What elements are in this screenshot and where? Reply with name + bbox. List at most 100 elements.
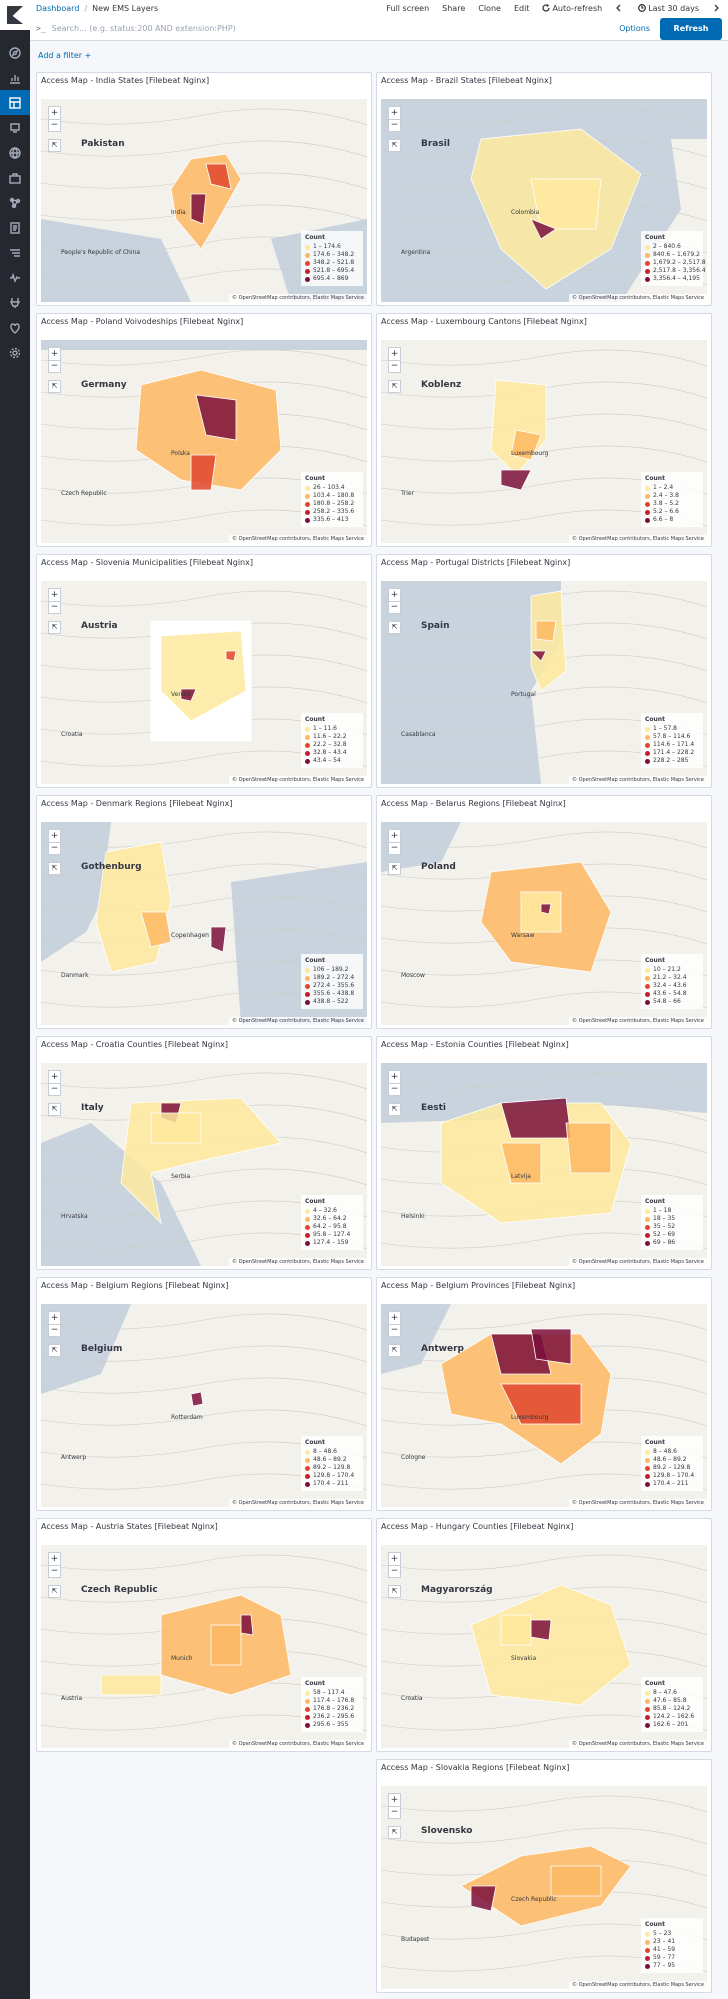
refresh-button[interactable]: Refresh [660,17,722,40]
map-attribution[interactable]: © OpenStreetMap contributors, Elastic Ma… [229,1258,367,1266]
nav-management[interactable] [0,340,30,365]
breadcrumb-dashboard[interactable]: Dashboard [36,4,80,13]
zoom-out-button[interactable]: − [48,360,61,373]
zoom-out-button[interactable]: − [388,601,401,614]
nav-dev-tools[interactable] [0,290,30,315]
region-polygon[interactable] [530,590,567,692]
fit-bounds-button[interactable]: ⇱ [388,621,401,634]
nav-ml[interactable] [0,165,30,190]
region-polygon[interactable] [530,218,557,240]
region-map[interactable]: Brasil Colombia Argentina + − ⇱ Count 2 – 840.6… [381,99,707,302]
nav-canvas[interactable] [0,115,30,140]
region-map[interactable]: Austria Venice Croatia + − ⇱ Count 1 – 11.6 11.6… [41,581,367,784]
map-panel[interactable]: Access Map - India States [Filebeat Ngin… [36,72,372,306]
region-polygon[interactable] [550,1865,602,1897]
zoom-in-button[interactable]: + [388,829,401,842]
region-polygon[interactable] [140,911,172,948]
map-attribution[interactable]: © OpenStreetMap contributors, Elastic Ma… [569,294,707,302]
nav-logs[interactable] [0,215,30,240]
fit-bounds-button[interactable]: ⇱ [48,862,61,875]
region-map[interactable]: Antwerp Luxembourg Cologne + − ⇱ Count 8 – 48.6… [381,1304,707,1507]
search-input[interactable]: >_ Search... (e.g. status:200 AND extens… [36,20,619,38]
region-polygon[interactable] [225,650,237,662]
nav-maps[interactable] [0,140,30,165]
region-polygon[interactable] [150,1112,202,1144]
zoom-out-button[interactable]: − [388,119,401,132]
region-map[interactable]: Italy Serbia Hrvatska + − ⇱ Count 4 – 32.6 32.6 … [41,1063,367,1266]
zoom-out-button[interactable]: − [388,1324,401,1337]
map-attribution[interactable]: © OpenStreetMap contributors, Elastic Ma… [569,776,707,784]
fit-bounds-button[interactable]: ⇱ [388,1344,401,1357]
region-polygon[interactable] [530,178,602,230]
fit-bounds-button[interactable]: ⇱ [48,621,61,634]
time-forward-button[interactable] [712,4,722,13]
options-button[interactable]: Options [619,24,650,33]
auto-refresh-button[interactable]: Auto-refresh [542,4,602,13]
region-map[interactable]: Germany Polska Czech Republic + − ⇱ Count 26 – … [41,340,367,543]
map-panel[interactable]: Access Map - Poland Voivodeships [Filebe… [36,313,372,547]
edit-button[interactable]: Edit [513,4,530,13]
zoom-out-button[interactable]: − [388,1083,401,1096]
region-polygon[interactable] [530,1619,552,1641]
region-map[interactable]: Magyarország Slovakia Croatia + − ⇱ Count 8 – 4… [381,1545,707,1748]
region-polygon[interactable] [535,620,557,642]
fit-bounds-button[interactable]: ⇱ [48,1585,61,1598]
zoom-in-button[interactable]: + [48,106,61,119]
region-polygon[interactable] [530,1328,572,1365]
nav-uptime[interactable] [0,265,30,290]
zoom-in-button[interactable]: + [388,347,401,360]
zoom-in-button[interactable]: + [48,347,61,360]
zoom-in-button[interactable]: + [388,1311,401,1324]
zoom-in-button[interactable]: + [388,1552,401,1565]
region-map[interactable]: Poland Warsaw Moscow + − ⇱ Count 10 – 21.2 21.2 … [381,822,707,1025]
fit-bounds-button[interactable]: ⇱ [388,139,401,152]
fit-bounds-button[interactable]: ⇱ [388,1103,401,1116]
region-map[interactable]: Spain Portugal Casablanca + − ⇱ Count 1 – 57.8 5… [381,581,707,784]
region-polygon[interactable] [565,1122,612,1174]
region-polygon[interactable] [195,394,237,441]
map-panel[interactable]: Access Map - Denmark Regions [Filebeat N… [36,795,372,1029]
zoom-out-button[interactable]: − [388,1806,401,1819]
region-polygon[interactable] [190,454,217,491]
nav-graph[interactable] [0,190,30,215]
region-map[interactable]: Belgium Rotterdam Antwerp + − ⇱ Count 8 – 48.6 4… [41,1304,367,1507]
region-map[interactable]: Czech Republic Munich Austria + − ⇱ Count 58 – … [41,1545,367,1748]
region-polygon[interactable] [210,926,227,953]
region-polygon[interactable] [180,688,197,702]
map-panel[interactable]: Access Map - Portugal Districts [Filebea… [376,554,712,788]
map-panel[interactable]: Access Map - Belarus Regions [Filebeat N… [376,795,712,1029]
zoom-in-button[interactable]: + [48,1311,61,1324]
fit-bounds-button[interactable]: ⇱ [48,1103,61,1116]
region-map[interactable]: Eesti Latvija Helsinki + − ⇱ Count 1 – 18 18 – 3… [381,1063,707,1266]
zoom-in-button[interactable]: + [48,1070,61,1083]
map-attribution[interactable]: © OpenStreetMap contributors, Elastic Ma… [229,294,367,302]
zoom-out-button[interactable]: − [48,1565,61,1578]
map-panel[interactable]: Access Map - Hungary Counties [Filebeat … [376,1518,712,1752]
map-panel[interactable]: Access Map - Brazil States [Filebeat Ngi… [376,72,712,306]
region-polygon[interactable] [190,1391,204,1407]
map-attribution[interactable]: © OpenStreetMap contributors, Elastic Ma… [569,1499,707,1507]
map-attribution[interactable]: © OpenStreetMap contributors, Elastic Ma… [569,1017,707,1025]
region-map[interactable]: Pakistan India People's Republic of China +… [41,99,367,302]
share-button[interactable]: Share [442,4,466,13]
map-attribution[interactable]: © OpenStreetMap contributors, Elastic Ma… [229,535,367,543]
region-polygon[interactable] [500,1097,572,1139]
nav-apm[interactable] [0,240,30,265]
region-map[interactable]: Gothenburg Copenhagen Danmark + − ⇱ Count 106 –… [41,822,367,1025]
zoom-out-button[interactable]: − [48,601,61,614]
region-map[interactable]: Slovensko Czech Republic Budapest + − ⇱ Count 5… [381,1786,707,1989]
map-attribution[interactable]: © OpenStreetMap contributors, Elastic Ma… [569,1740,707,1748]
map-attribution[interactable]: © OpenStreetMap contributors, Elastic Ma… [569,1258,707,1266]
region-polygon[interactable] [100,1674,162,1696]
zoom-in-button[interactable]: + [388,1070,401,1083]
zoom-out-button[interactable]: − [48,119,61,132]
time-picker[interactable]: Last 30 days [638,4,699,13]
zoom-in-button[interactable]: + [388,106,401,119]
zoom-out-button[interactable]: − [48,1324,61,1337]
full-screen-button[interactable]: Full screen [386,4,430,13]
region-map[interactable]: Koblenz Luxembourg Trier + − ⇱ Count 1 – 2.4 2.4… [381,340,707,543]
map-attribution[interactable]: © OpenStreetMap contributors, Elastic Ma… [229,1499,367,1507]
region-polygon[interactable] [240,1614,254,1636]
map-attribution[interactable]: © OpenStreetMap contributors, Elastic Ma… [569,1981,707,1989]
region-polygon[interactable] [500,1614,532,1646]
